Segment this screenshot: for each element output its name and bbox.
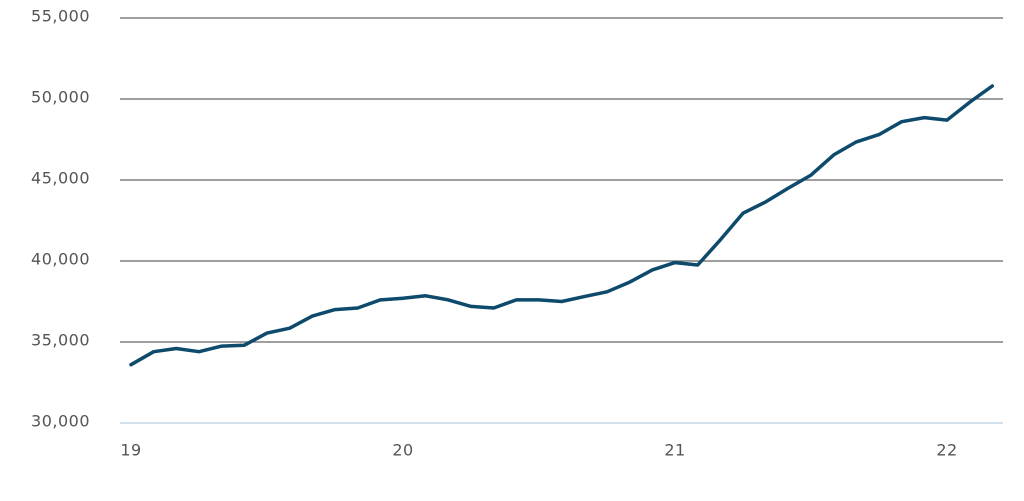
y-tick-label: 35,000 [31,331,90,350]
x-tick-label: 19 [120,441,141,460]
x-tick-label: 22 [936,441,957,460]
line [129,84,995,367]
x-tick-label: 20 [392,441,413,460]
y-tick-label: 55,000 [31,7,90,26]
y-tick-label: 40,000 [31,250,90,269]
y-tick-label: 45,000 [31,169,90,188]
x-tick-label: 21 [664,441,685,460]
y-tick-label: 50,000 [31,88,90,107]
y-tick-label: 30,000 [31,412,90,431]
